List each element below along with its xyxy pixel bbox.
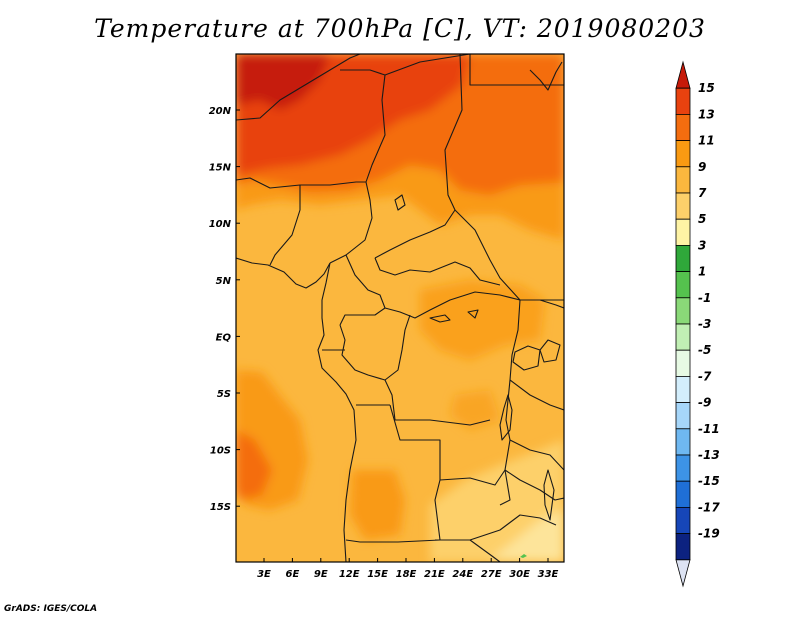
colorbar-label: 11 — [698, 134, 715, 148]
lon-tick-label: 3E — [257, 569, 271, 580]
lon-tick-label: 33E — [538, 569, 559, 580]
colorbar-label: -19 — [698, 527, 720, 541]
colorbar-swatch — [675, 166, 691, 194]
colorbar-swatch — [675, 402, 691, 430]
colorbar-label: -15 — [698, 474, 720, 488]
lat-tick-label: 10N — [209, 219, 232, 230]
colorbar-label: -11 — [698, 422, 720, 436]
colorbar-swatch — [675, 428, 691, 456]
colorbar-swatch — [675, 533, 691, 561]
lat-tick-label: 15N — [209, 163, 232, 174]
colorbar-label: -7 — [698, 369, 712, 383]
colorbar-swatch — [675, 323, 691, 351]
colorbar-swatch — [675, 244, 691, 272]
colorbar-swatch — [675, 297, 691, 325]
lon-tick-label: 21E — [424, 569, 445, 580]
colorbar-label: -5 — [698, 343, 711, 357]
colorbar-swatch — [675, 192, 691, 220]
lon-tick-label: 15E — [367, 569, 388, 580]
colorbar-swatch — [675, 506, 691, 534]
lat-tick-label: EQ — [216, 332, 232, 343]
colorbar-swatch — [675, 140, 691, 168]
chart-title: Temperature at 700hPa [C], VT: 201908020… — [94, 14, 706, 43]
lat-tick-label: 10S — [210, 446, 231, 457]
colorbar-swatch — [675, 454, 691, 482]
lat-tick-label: 5N — [216, 276, 232, 287]
colorbar-label: -13 — [698, 448, 720, 462]
country-borders — [236, 54, 564, 562]
colorbar-label: 1 — [698, 265, 706, 279]
colorbar-label: -3 — [698, 317, 711, 331]
colorbar-swatch — [675, 218, 691, 246]
colorbar-bottom-arrow — [675, 559, 691, 588]
lon-tick-label: 30E — [509, 569, 530, 580]
colorbar-swatch — [675, 271, 691, 299]
lon-tick-label: 12E — [339, 569, 360, 580]
lat-tick-label: 15S — [210, 502, 231, 513]
lon-tick-label: 18E — [396, 569, 417, 580]
colorbar-swatch — [675, 114, 691, 142]
lon-tick-label: 9E — [314, 569, 328, 580]
map-frame — [235, 53, 565, 563]
lat-tick-label: 5S — [217, 389, 231, 400]
lon-tick-label: 6E — [286, 569, 300, 580]
colorbar-swatch — [675, 349, 691, 377]
colorbar-swatch — [675, 480, 691, 508]
temperature-field — [236, 54, 564, 562]
credit-label: GrADS: IGES/COLA — [4, 604, 98, 614]
colorbar-label: 9 — [698, 160, 706, 174]
colorbar-label: 7 — [698, 186, 707, 200]
colorbar-label: -1 — [698, 291, 711, 305]
colorbar-label: 15 — [698, 81, 715, 95]
colorbar-swatch — [675, 375, 691, 403]
colorbar-label: 5 — [698, 212, 706, 226]
colorbar-label: -9 — [698, 396, 711, 410]
lon-tick-label: 27E — [481, 569, 502, 580]
colorbar-label: 3 — [698, 238, 706, 252]
colorbar-top-arrow — [675, 60, 691, 89]
latitude-axis: 20N 15N 10N 5N EQ 5S 10S 15S — [209, 106, 240, 513]
colorbar-swatch — [675, 87, 691, 115]
colorbar-label: -17 — [698, 500, 720, 514]
colorbar: 15 13 11 9 7 5 3 1 -1 -3 -5 -7 -9 -11 -13 -15 -17 -19 — [675, 60, 720, 588]
lon-tick-label: 24E — [452, 569, 473, 580]
colorbar-label: 13 — [698, 107, 715, 121]
lat-tick-label: 20N — [209, 106, 232, 117]
longitude-axis: 3E 6E 9E 12E 15E 18E 21E 24E 27E 30E 33E — [257, 558, 559, 580]
